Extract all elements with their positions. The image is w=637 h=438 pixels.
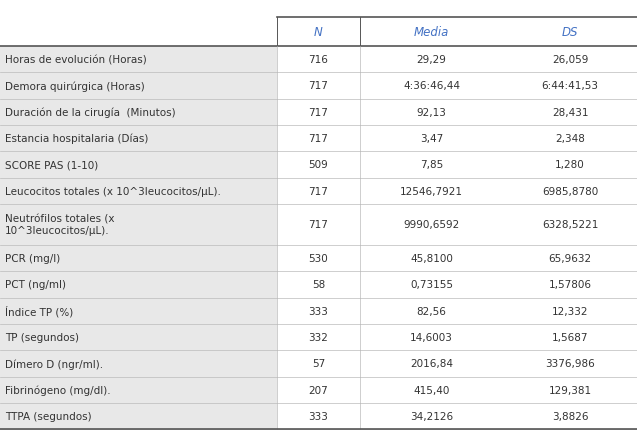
Bar (277, 403, 637, 429)
Bar (277, 298, 637, 324)
Text: PCR (mg/l): PCR (mg/l) (5, 254, 61, 264)
Text: 530: 530 (308, 254, 329, 264)
Text: PCT (ng/ml): PCT (ng/ml) (5, 280, 66, 290)
Text: 4:36:46,44: 4:36:46,44 (403, 81, 460, 91)
Text: 1,280: 1,280 (555, 160, 585, 170)
Text: 26,059: 26,059 (552, 55, 589, 65)
Text: TP (segundos): TP (segundos) (5, 332, 79, 342)
Text: 415,40: 415,40 (413, 385, 450, 395)
Text: 3,47: 3,47 (420, 134, 443, 144)
Text: 129,381: 129,381 (548, 385, 592, 395)
Bar (277, 350, 637, 377)
Text: Índice TP (%): Índice TP (%) (5, 305, 73, 317)
Text: TTPA (segundos): TTPA (segundos) (5, 411, 92, 421)
Text: 6985,8780: 6985,8780 (542, 186, 598, 196)
Bar (0, 47, 277, 429)
Text: 0,73155: 0,73155 (410, 280, 453, 290)
Text: 28,431: 28,431 (552, 107, 589, 117)
Text: 14,6003: 14,6003 (410, 332, 453, 342)
Bar (277, 73, 637, 99)
Text: Dímero D (ngr/ml).: Dímero D (ngr/ml). (5, 358, 103, 369)
Text: Estancia hospitalaria (Días): Estancia hospitalaria (Días) (5, 134, 148, 144)
Bar (277, 152, 637, 178)
Text: 12,332: 12,332 (552, 306, 589, 316)
Bar (277, 205, 637, 245)
Text: Neutrófilos totales (x
10^3leucocitos/μL).: Neutrófilos totales (x 10^3leucocitos/μL… (5, 214, 115, 236)
Text: DS: DS (562, 26, 578, 39)
Text: Duración de la cirugía  (Minutos): Duración de la cirugía (Minutos) (5, 107, 176, 118)
Text: 509: 509 (308, 160, 329, 170)
Text: 717: 717 (308, 134, 329, 144)
Text: 717: 717 (308, 220, 329, 230)
Text: 2,348: 2,348 (555, 134, 585, 144)
Text: 92,13: 92,13 (417, 107, 447, 117)
Text: 6328,5221: 6328,5221 (542, 220, 598, 230)
Bar (277, 377, 637, 403)
Text: 82,56: 82,56 (417, 306, 447, 316)
Text: Media: Media (414, 26, 449, 39)
Text: 332: 332 (308, 332, 329, 342)
Text: 58: 58 (312, 280, 325, 290)
Bar (277, 126, 637, 152)
Text: 6:44:41,53: 6:44:41,53 (541, 81, 599, 91)
Bar (277, 99, 637, 126)
Text: 716: 716 (308, 55, 329, 65)
Text: Demora quirúrgica (Horas): Demora quirúrgica (Horas) (5, 81, 145, 92)
Text: 207: 207 (308, 385, 329, 395)
Text: N: N (314, 26, 323, 39)
Bar (277, 245, 637, 272)
Text: 717: 717 (308, 186, 329, 196)
Text: Fibrinógeno (mg/dl).: Fibrinógeno (mg/dl). (5, 385, 111, 395)
Text: 7,85: 7,85 (420, 160, 443, 170)
Text: 65,9632: 65,9632 (548, 254, 592, 264)
Text: 333: 333 (308, 411, 329, 421)
Text: 1,5687: 1,5687 (552, 332, 589, 342)
Text: SCORE PAS (1-10): SCORE PAS (1-10) (5, 160, 98, 170)
Text: 12546,7921: 12546,7921 (400, 186, 463, 196)
Text: 333: 333 (308, 306, 329, 316)
Text: 57: 57 (312, 359, 325, 368)
Text: 717: 717 (308, 81, 329, 91)
Text: 9990,6592: 9990,6592 (403, 220, 460, 230)
Text: 3,8826: 3,8826 (552, 411, 589, 421)
Text: 34,2126: 34,2126 (410, 411, 453, 421)
Bar (277, 324, 637, 350)
Text: 3376,986: 3376,986 (545, 359, 595, 368)
Bar (277, 178, 637, 205)
Text: 29,29: 29,29 (417, 55, 447, 65)
Text: 717: 717 (308, 107, 329, 117)
Text: 1,57806: 1,57806 (548, 280, 592, 290)
Text: Leucocitos totales (x 10^3leucocitos/μL).: Leucocitos totales (x 10^3leucocitos/μL)… (5, 186, 221, 196)
Text: 2016,84: 2016,84 (410, 359, 453, 368)
Bar (277, 47, 637, 73)
Bar (277, 272, 637, 298)
Text: 45,8100: 45,8100 (410, 254, 453, 264)
Text: Horas de evolución (Horas): Horas de evolución (Horas) (5, 55, 147, 65)
